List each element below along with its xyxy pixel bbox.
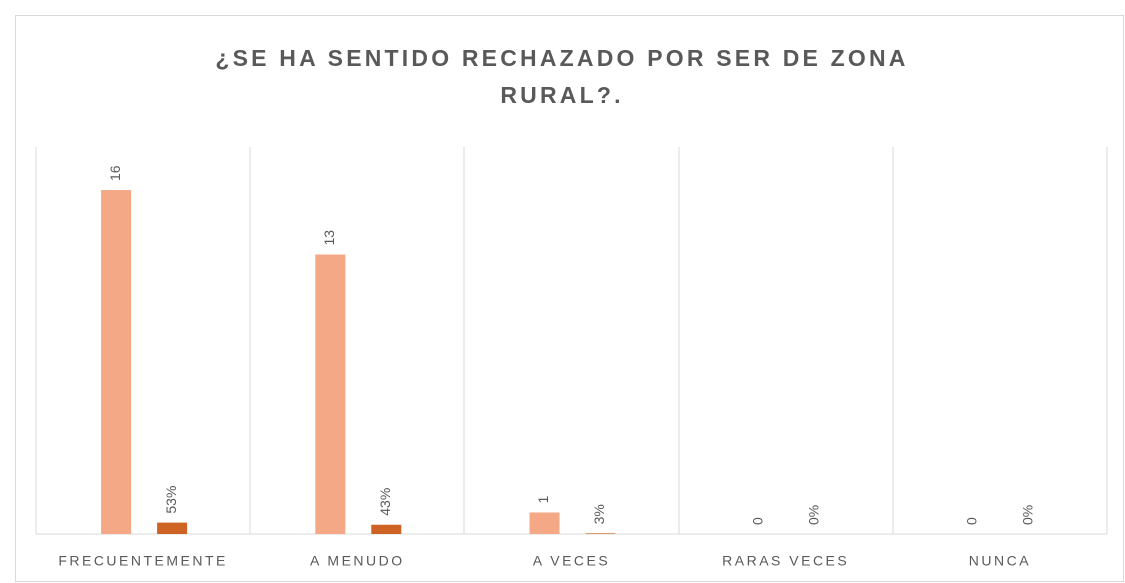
x-tick-label: NUNCA xyxy=(969,553,1031,569)
data-label: 13 xyxy=(321,230,337,246)
bar xyxy=(371,524,402,534)
bar xyxy=(315,254,346,534)
x-tick-label: A VECES xyxy=(533,553,610,569)
data-label: 0% xyxy=(1020,505,1036,525)
bar xyxy=(585,533,616,534)
data-label: 1 xyxy=(535,496,551,504)
data-label: 0 xyxy=(964,517,980,525)
data-label: 43% xyxy=(377,488,393,516)
data-label: 0% xyxy=(805,505,821,525)
bar xyxy=(157,522,188,534)
data-label: 53% xyxy=(163,486,179,514)
data-label: 16 xyxy=(107,165,123,181)
x-tick-label: A MENUDO xyxy=(310,553,405,569)
x-tick-label: FRECUENTEMENTE xyxy=(58,553,228,569)
x-tick-label: RARAS VECES xyxy=(722,553,849,569)
bar xyxy=(529,512,560,534)
chart-border xyxy=(15,15,1124,582)
data-label: 0 xyxy=(749,517,765,525)
category-separators xyxy=(35,147,1108,534)
bar xyxy=(101,190,132,534)
chart-title: ¿SE HA SENTIDO RECHAZADO POR SER DE ZONA… xyxy=(215,45,909,108)
data-label: 3% xyxy=(591,504,607,524)
